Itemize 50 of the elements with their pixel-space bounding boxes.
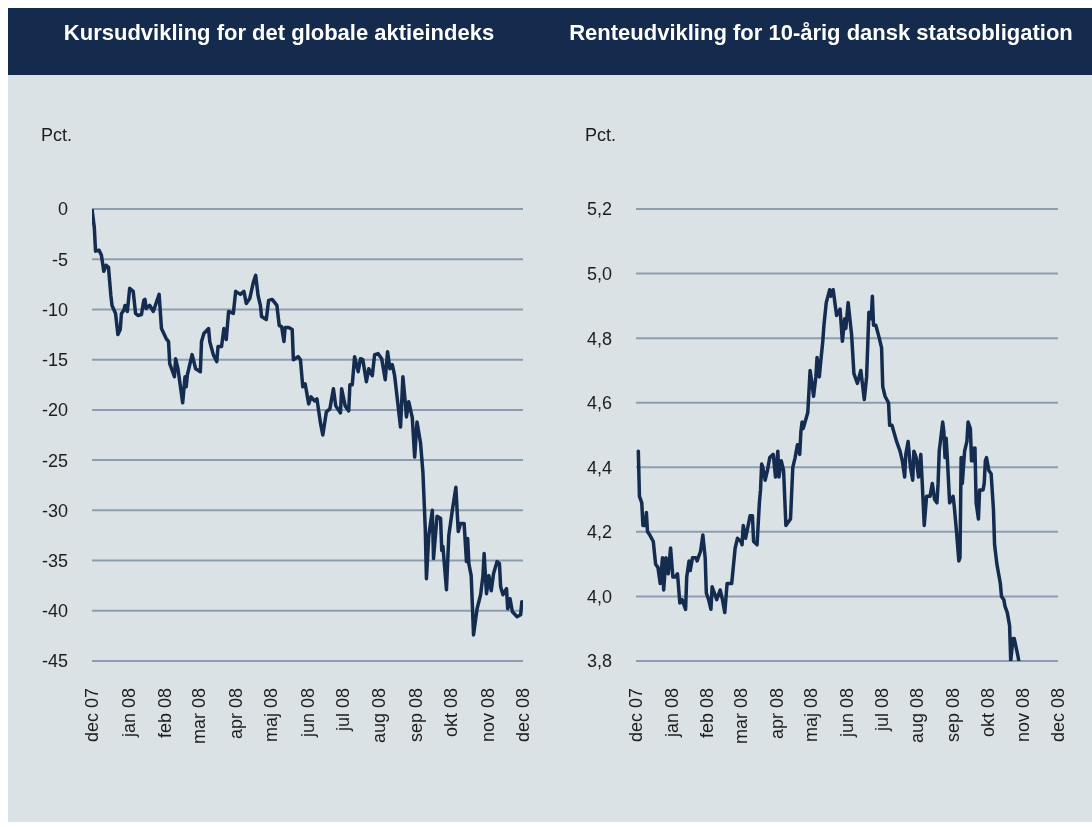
- x-tick-label: jun 08: [837, 688, 857, 739]
- x-tick-label: jul 08: [332, 688, 353, 733]
- y-tick-label: -10: [41, 299, 68, 320]
- y-tick-label: 4,2: [586, 522, 612, 543]
- y-axis-title: Pct.: [585, 124, 617, 146]
- chart-title: Renteudvikling for 10-årig dansk statsobligation: [568, 19, 1074, 47]
- x-tick-label: jan 08: [118, 688, 139, 739]
- x-tick-label: dec 08: [1048, 688, 1068, 743]
- y-tick-label: -30: [41, 500, 68, 521]
- y-tick-label: -5: [51, 249, 68, 270]
- y-tick-label: 0: [57, 199, 68, 220]
- x-tick-label: okt 08: [977, 688, 998, 738]
- x-tick-label: apr 08: [225, 688, 246, 740]
- x-tick-label: dec 07: [82, 688, 102, 743]
- x-tick-label: aug 08: [907, 688, 928, 744]
- chart-title: Kursudvikling for det globale aktieindeks: [62, 19, 496, 47]
- x-tick-label: dec 08: [513, 688, 533, 743]
- y-tick-label: -15: [41, 350, 68, 371]
- y-tick-label: 4,8: [586, 328, 612, 349]
- x-tick-label: maj 08: [801, 688, 822, 743]
- line-series: [636, 287, 1021, 661]
- x-tick-label: sep 08: [943, 688, 964, 743]
- x-tick-label: feb 08: [155, 688, 176, 739]
- y-axis-title: Pct.: [41, 124, 73, 146]
- y-tick-label: -45: [41, 651, 68, 672]
- x-tick-label: mar 08: [189, 688, 210, 745]
- y-tick-label: 4,4: [586, 457, 612, 478]
- y-tick-label: -20: [41, 400, 68, 421]
- x-tick-label: maj 08: [260, 688, 281, 743]
- x-tick-label: jul 08: [871, 688, 892, 733]
- y-tick-label: -25: [41, 450, 68, 471]
- y-tick-label: 3,8: [586, 651, 612, 672]
- y-tick-label: 4,0: [586, 586, 612, 607]
- x-tick-label: nov 08: [1013, 688, 1034, 743]
- y-tick-label: 5,0: [586, 263, 612, 284]
- line-series: [92, 209, 523, 637]
- x-tick-label: sep 08: [405, 688, 426, 743]
- x-tick-label: jan 08: [661, 688, 682, 739]
- y-tick-label: -35: [41, 550, 68, 571]
- y-tick-label: 4,6: [586, 393, 612, 414]
- x-tick-label: nov 08: [477, 688, 498, 743]
- x-tick-label: jun 08: [297, 688, 318, 739]
- x-tick-label: dec 07: [626, 688, 646, 743]
- y-tick-label: -40: [41, 601, 68, 622]
- x-tick-label: okt 08: [441, 688, 462, 738]
- x-tick-label: apr 08: [766, 688, 787, 740]
- x-tick-label: mar 08: [730, 688, 751, 745]
- y-tick-label: 5,2: [586, 199, 612, 220]
- x-tick-label: aug 08: [369, 688, 390, 744]
- x-tick-label: feb 08: [697, 688, 718, 739]
